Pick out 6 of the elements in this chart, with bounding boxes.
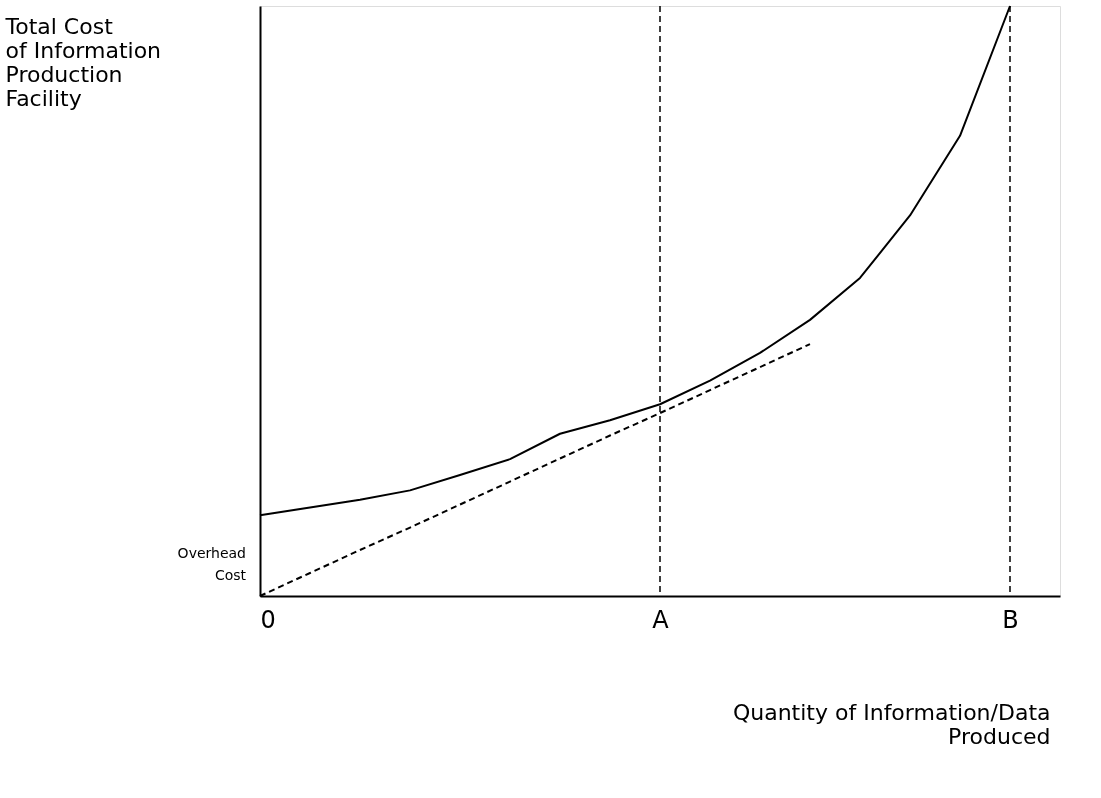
- x-tick-label: A: [652, 605, 670, 634]
- x-axis-title: Quantity of Information/Data Produced: [732, 699, 1051, 749]
- x-tick-label: B: [1002, 605, 1019, 634]
- y-axis-title: Total Cost of Information Production Facility: [4, 13, 162, 111]
- text: Overhead Cost: [177, 545, 247, 583]
- x-tick-label: 0: [260, 605, 276, 634]
